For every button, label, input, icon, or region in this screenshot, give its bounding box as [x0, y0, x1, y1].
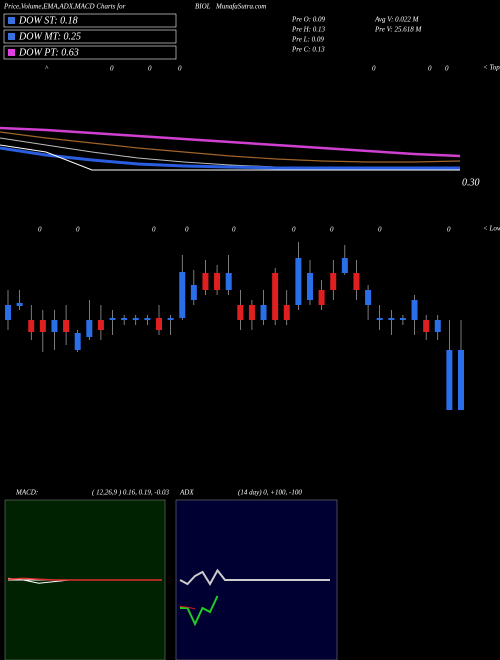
- adx-params: (14 day) 0, +100, -100: [238, 489, 302, 497]
- candle-body: [376, 318, 383, 320]
- legend-swatch: [8, 33, 15, 40]
- series-line: [179, 568, 330, 586]
- low-marker: 0: [330, 226, 334, 234]
- series-line: [0, 131, 461, 163]
- candle-body: [353, 273, 360, 290]
- price-label: 0.30: [462, 177, 480, 188]
- candle-body: [341, 258, 348, 273]
- stat: Avg V: 0.022 M: [374, 16, 420, 24]
- legend-box: [3, 13, 177, 28]
- series-line: [0, 126, 461, 158]
- candle-body: [272, 273, 279, 320]
- tops-label: < Tops: [483, 64, 500, 72]
- top-marker: 0: [178, 65, 182, 73]
- low-marker: 0: [232, 226, 236, 234]
- candle-body: [446, 350, 453, 410]
- candle-body: [411, 300, 418, 320]
- adx-title: ADX: [179, 489, 194, 497]
- candle-body: [458, 350, 464, 410]
- low-marker: 0: [185, 226, 189, 234]
- candle-body: [5, 305, 11, 320]
- series-line: [0, 146, 460, 170]
- candle-body: [260, 305, 267, 320]
- legend-label: DOW ST: 0.18: [18, 15, 78, 26]
- candle-body: [144, 318, 151, 320]
- top-marker: 0: [428, 65, 432, 73]
- candle-body: [202, 273, 209, 290]
- candle-body: [132, 318, 139, 320]
- top-marker: 0: [110, 65, 114, 73]
- symbol: BIOL: [195, 3, 211, 11]
- candle-body: [225, 273, 232, 290]
- candle-body: [28, 320, 35, 332]
- legend-box: [3, 45, 177, 60]
- top-marker: ^: [45, 65, 49, 73]
- macd-params: ( 12,26,9 ) 0.16, 0.19, -0.03: [92, 489, 169, 497]
- series-line: [179, 605, 196, 610]
- page-title: Price,Volume,EMA,ADX,MACD Charts for: [3, 3, 126, 11]
- candle-body: [97, 320, 104, 330]
- low-marker: 0: [378, 226, 382, 234]
- candle-body: [365, 290, 372, 305]
- candle-body: [295, 258, 302, 305]
- candle-body: [74, 333, 81, 350]
- series-line: [7, 577, 162, 581]
- macd-title: MACD:: [15, 489, 38, 497]
- stat: Pre H: 0.13: [291, 26, 325, 34]
- top-marker: 0: [148, 65, 152, 73]
- stat: Pre V: 25.618 M: [374, 26, 422, 34]
- candle-body: [330, 273, 337, 290]
- legend-swatch: [8, 49, 15, 56]
- low-marker: 0: [76, 226, 80, 234]
- candle-body: [434, 320, 441, 332]
- stat: Pre O: 0.09: [291, 16, 325, 24]
- stat: Pre C: 0.13: [291, 46, 325, 54]
- candle-body: [51, 320, 58, 332]
- series-line: [0, 144, 460, 171]
- candle-body: [121, 318, 128, 320]
- candle-body: [39, 320, 46, 332]
- legend-swatch: [8, 17, 15, 24]
- candle-body: [63, 320, 70, 332]
- series-line: [180, 595, 219, 627]
- top-marker: 0: [372, 65, 376, 73]
- site: MunafaSutra.com: [215, 3, 266, 11]
- low-marker: 0: [447, 226, 451, 234]
- candle-body: [248, 305, 255, 320]
- candle-body: [179, 272, 186, 318]
- candle-body: [423, 320, 430, 332]
- candle-body: [399, 318, 406, 320]
- candle-body: [307, 273, 313, 300]
- candle-body: [109, 318, 116, 320]
- lows-label: < Lows: [483, 225, 500, 233]
- top-marker: 0: [445, 65, 449, 73]
- candle-body: [167, 318, 174, 320]
- candle-body: [283, 305, 290, 320]
- low-marker: 0: [292, 226, 296, 234]
- candle-body: [318, 290, 325, 305]
- candle-body: [388, 318, 395, 320]
- candle-body: [237, 305, 244, 320]
- legend-label: DOW MT: 0.25: [18, 31, 81, 42]
- candle-body: [16, 303, 23, 306]
- legend-box: [3, 29, 177, 44]
- legend-label: DOW PT: 0.63: [18, 47, 79, 58]
- low-marker: 0: [38, 226, 42, 234]
- candle-body: [86, 320, 93, 337]
- candle-body: [156, 318, 162, 330]
- candle-body: [190, 285, 197, 300]
- candle-body: [214, 273, 221, 290]
- low-marker: 0: [152, 226, 156, 234]
- stat: Pre L: 0.09: [291, 36, 324, 44]
